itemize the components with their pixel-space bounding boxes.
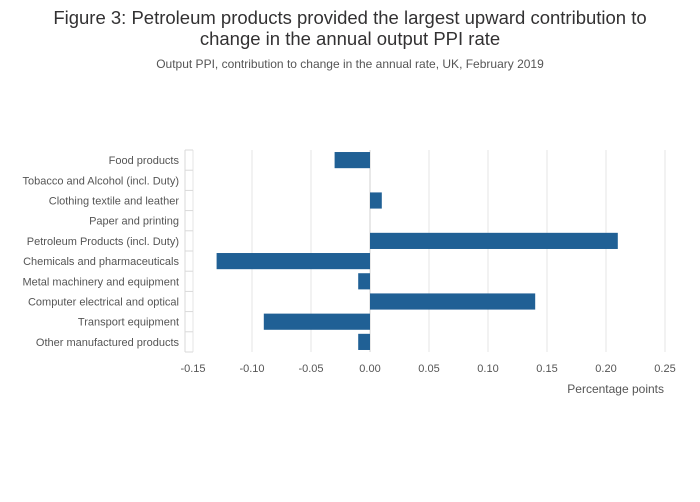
bar[interactable] — [263, 313, 370, 330]
bar[interactable] — [216, 253, 370, 270]
category-label: Tobacco and Alcohol (incl. Duty) — [22, 175, 179, 187]
category-label: Other manufactured products — [36, 337, 180, 349]
x-tick-label: 0.20 — [595, 363, 616, 375]
category-label: Transport equipment — [78, 317, 179, 329]
x-tick-label: 0.00 — [359, 363, 380, 375]
bar[interactable] — [370, 232, 618, 249]
category-label: Chemicals and pharmaceuticals — [23, 256, 179, 268]
chart-title: Figure 3: Petroleum products provided th… — [0, 7, 700, 49]
category-label: Clothing textile and leather — [49, 196, 180, 208]
chart-title-line-2: change in the annual output PPI rate — [199, 28, 501, 49]
bars — [216, 152, 618, 350]
x-axis-label: Percentage points — [567, 382, 664, 396]
bar[interactable] — [370, 293, 536, 310]
category-label: Computer electrical and optical — [28, 297, 179, 309]
x-tick-label: 0.25 — [654, 363, 675, 375]
category-label: Petroleum Products (incl. Duty) — [27, 236, 179, 248]
y-axis — [184, 149, 193, 353]
x-tick-label: -0.15 — [180, 363, 205, 375]
x-tick-label: 0.05 — [418, 363, 439, 375]
x-tick-label: 0.15 — [536, 363, 557, 375]
x-tick-label: -0.10 — [239, 363, 264, 375]
bar[interactable] — [358, 273, 370, 290]
chart-subtitle: Output PPI, contribution to change in th… — [156, 57, 544, 71]
x-axis-ticks: -0.15 -0.10 -0.05 0.00 0.05 0.10 0.15 0.20 0.25 — [180, 363, 675, 375]
category-label: Food products — [109, 155, 180, 167]
category-label: Paper and printing — [89, 216, 179, 228]
chart-title-line-1: Figure 3: Petroleum products provided th… — [53, 7, 647, 28]
bar[interactable] — [334, 152, 370, 169]
x-tick-label: 0.10 — [477, 363, 498, 375]
bar[interactable] — [358, 333, 370, 350]
x-tick-label: -0.05 — [298, 363, 323, 375]
bar[interactable] — [370, 192, 382, 209]
category-label: Metal machinery and equipment — [22, 276, 179, 288]
category-labels: Food products Tobacco and Alcohol (incl. … — [22, 155, 179, 349]
